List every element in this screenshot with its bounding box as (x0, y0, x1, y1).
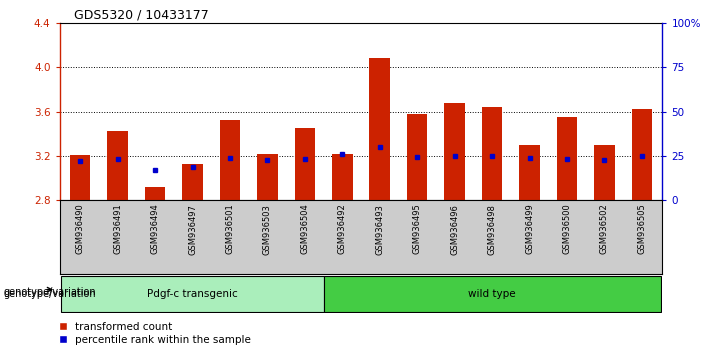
Text: GSM936499: GSM936499 (525, 204, 534, 255)
Bar (294, 128, 315, 200)
Bar (219, 120, 240, 200)
Text: Pdgf-c transgenic: Pdgf-c transgenic (147, 289, 238, 299)
Bar (62, 276, 324, 312)
Bar (482, 107, 503, 200)
Text: GSM936504: GSM936504 (300, 204, 309, 255)
Bar (324, 276, 660, 312)
Text: GSM936495: GSM936495 (413, 204, 422, 255)
Text: GSM936497: GSM936497 (188, 204, 197, 255)
Text: genotype/variation: genotype/variation (4, 287, 96, 297)
Text: GSM936491: GSM936491 (113, 204, 122, 255)
Bar (632, 109, 652, 200)
Text: GSM936503: GSM936503 (263, 204, 272, 255)
Text: wild type: wild type (468, 289, 516, 299)
Bar (145, 187, 165, 200)
Text: GSM936505: GSM936505 (637, 204, 646, 255)
Text: GSM936502: GSM936502 (600, 204, 609, 255)
Bar (407, 114, 428, 200)
Text: GSM936494: GSM936494 (151, 204, 160, 255)
Bar (107, 131, 128, 200)
Text: GDS5320 / 10433177: GDS5320 / 10433177 (74, 9, 208, 22)
Bar (257, 154, 278, 200)
Text: GSM936500: GSM936500 (562, 204, 571, 255)
Bar (519, 145, 540, 200)
Legend: transformed count, percentile rank within the sample: transformed count, percentile rank withi… (54, 317, 255, 349)
Bar (594, 145, 615, 200)
Text: GSM936492: GSM936492 (338, 204, 347, 255)
Text: genotype/variation: genotype/variation (4, 289, 96, 299)
Bar (444, 103, 465, 200)
Bar (182, 164, 203, 200)
Text: GSM936493: GSM936493 (375, 204, 384, 255)
Bar (332, 154, 353, 200)
Text: GSM936501: GSM936501 (226, 204, 234, 255)
Text: GSM936490: GSM936490 (76, 204, 85, 255)
Text: GSM936498: GSM936498 (488, 204, 496, 255)
Bar (70, 155, 90, 200)
Text: GSM936496: GSM936496 (450, 204, 459, 255)
Bar (369, 58, 390, 200)
Bar (557, 117, 577, 200)
